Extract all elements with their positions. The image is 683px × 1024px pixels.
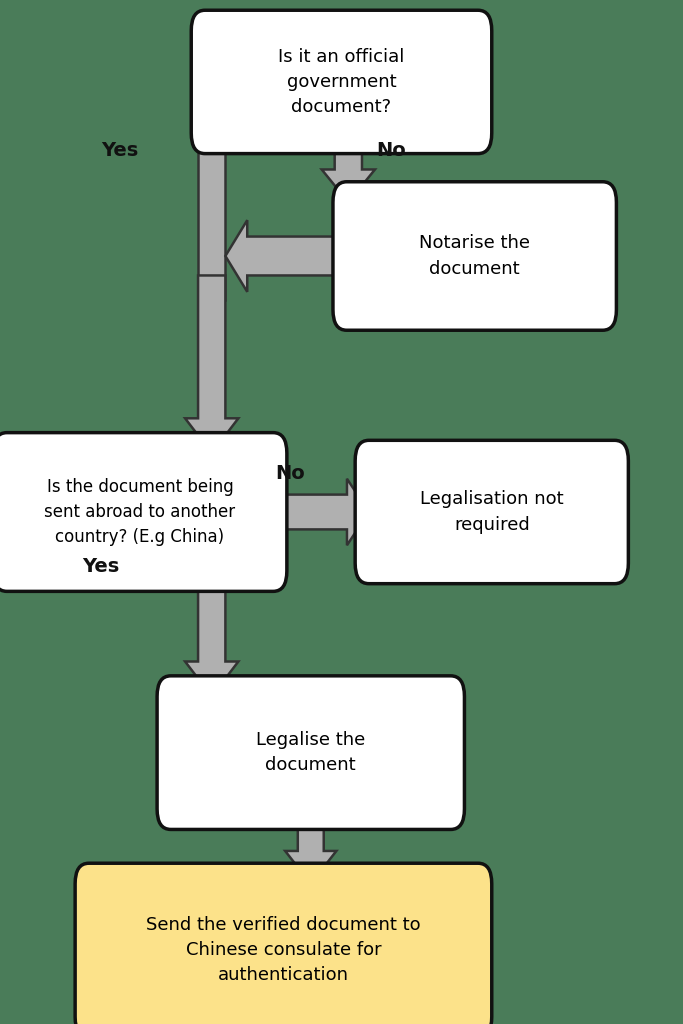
FancyBboxPatch shape <box>355 440 628 584</box>
FancyBboxPatch shape <box>191 10 492 154</box>
FancyArrow shape <box>322 133 375 203</box>
FancyArrow shape <box>185 571 238 696</box>
Text: Notarise the
document: Notarise the document <box>419 234 530 278</box>
Text: No: No <box>376 141 406 160</box>
FancyBboxPatch shape <box>75 863 492 1024</box>
FancyArrow shape <box>273 479 369 545</box>
Text: No: No <box>275 464 305 482</box>
Text: Legalise the
document: Legalise the document <box>256 731 365 774</box>
Text: Is the document being
sent abroad to another
country? (E.g China): Is the document being sent abroad to ano… <box>44 478 236 546</box>
Text: Legalisation not
required: Legalisation not required <box>420 490 563 534</box>
FancyBboxPatch shape <box>157 676 464 829</box>
FancyBboxPatch shape <box>0 432 287 592</box>
Text: Yes: Yes <box>83 557 120 575</box>
FancyBboxPatch shape <box>333 182 616 330</box>
FancyArrow shape <box>225 220 343 292</box>
FancyArrow shape <box>285 809 336 884</box>
FancyArrow shape <box>198 133 225 299</box>
Text: Send the verified document to
Chinese consulate for
authentication: Send the verified document to Chinese co… <box>146 916 421 984</box>
FancyArrow shape <box>185 275 238 453</box>
Text: Is it an official
government
document?: Is it an official government document? <box>278 48 405 116</box>
Text: Yes: Yes <box>101 141 138 160</box>
